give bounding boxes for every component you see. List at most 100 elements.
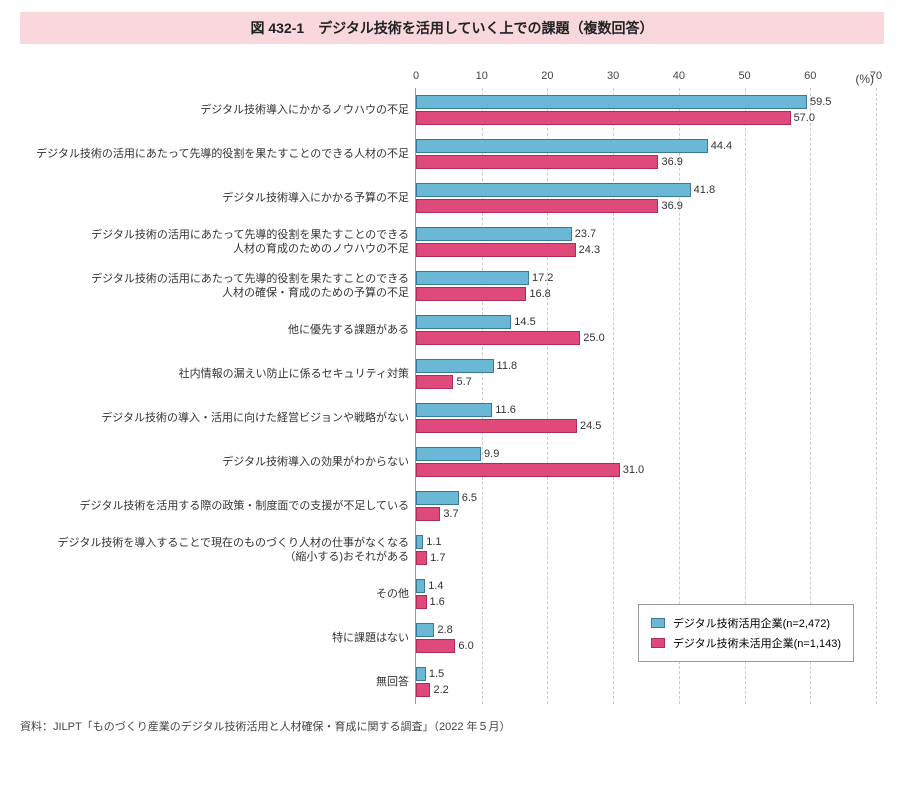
category-label: デジタル技術の活用にあたって先導的役割を果たすことのできる 人材の確保・育成のた… bbox=[20, 264, 415, 308]
category-label: 無回答 bbox=[20, 660, 415, 704]
category-label: 社内情報の漏えい防止に係るセキュリティ対策 bbox=[20, 352, 415, 396]
category-label: デジタル技術導入の効果がわからない bbox=[20, 440, 415, 484]
bar-row: 14.5 25.0 bbox=[416, 308, 884, 352]
bar-nonuser: 36.9 bbox=[416, 199, 658, 213]
bar-nonuser: 57.0 bbox=[416, 111, 791, 125]
category-label: 特に課題はない bbox=[20, 616, 415, 660]
bar-value-label: 6.5 bbox=[458, 492, 477, 504]
bar-value-label: 9.9 bbox=[480, 448, 499, 460]
bar-value-label: 11.6 bbox=[491, 404, 516, 416]
category-label: デジタル技術を導入することで現在のものづくり人材の仕事がなくなる （縮小する)お… bbox=[20, 528, 415, 572]
y-axis-labels: デジタル技術導入にかかるノウハウの不足デジタル技術の活用にあたって先導的役割を果… bbox=[20, 88, 415, 704]
bar-user: 6.5 bbox=[416, 491, 459, 505]
bar-value-label: 5.7 bbox=[452, 376, 471, 388]
bar-user: 23.7 bbox=[416, 227, 572, 241]
bar-row: 59.5 57.0 bbox=[416, 88, 884, 132]
chart: デジタル技術導入にかかるノウハウの不足デジタル技術の活用にあたって先導的役割を果… bbox=[20, 88, 884, 704]
legend-swatch bbox=[651, 618, 665, 628]
bar-value-label: 2.2 bbox=[429, 684, 448, 696]
legend-label: デジタル技術未活用企業(n=1,143) bbox=[673, 635, 841, 651]
category-label: その他 bbox=[20, 572, 415, 616]
bar-value-label: 23.7 bbox=[571, 228, 596, 240]
bar-value-label: 31.0 bbox=[619, 464, 644, 476]
bar-nonuser: 3.7 bbox=[416, 507, 440, 521]
x-tick-label: 30 bbox=[607, 70, 619, 82]
bar-value-label: 1.4 bbox=[424, 580, 443, 592]
x-tick-label: 0 bbox=[413, 70, 419, 82]
category-label: デジタル技術導入にかかるノウハウの不足 bbox=[20, 88, 415, 132]
bar-row: 1.11.7 bbox=[416, 528, 884, 572]
x-tick-label: 50 bbox=[738, 70, 750, 82]
bar-nonuser: 6.0 bbox=[416, 639, 455, 653]
category-label: デジタル技術を活用する際の政策・制度面での支援が不足している bbox=[20, 484, 415, 528]
bar-value-label: 14.5 bbox=[510, 316, 535, 328]
chart-title: 図 432-1 デジタル技術を活用していく上での課題（複数回答） bbox=[20, 12, 884, 44]
category-label: デジタル技術導入にかかる予算の不足 bbox=[20, 176, 415, 220]
bar-value-label: 44.4 bbox=[707, 140, 732, 152]
bar-user: 1.1 bbox=[416, 535, 423, 549]
bar-value-label: 1.1 bbox=[422, 536, 441, 548]
bar-value-label: 1.6 bbox=[426, 596, 445, 608]
x-tick-label: 70 bbox=[870, 70, 882, 82]
bar-value-label: 2.8 bbox=[433, 624, 452, 636]
bar-nonuser: 1.6 bbox=[416, 595, 427, 609]
bar-user: 14.5 bbox=[416, 315, 511, 329]
bar-user: 2.8 bbox=[416, 623, 434, 637]
category-label: 他に優先する課題がある bbox=[20, 308, 415, 352]
bar-row: 17.216.8 bbox=[416, 264, 884, 308]
unit-label: (%) bbox=[20, 72, 884, 86]
bar-user: 17.2 bbox=[416, 271, 529, 285]
bar-value-label: 36.9 bbox=[657, 156, 682, 168]
bar-user: 11.8 bbox=[416, 359, 494, 373]
bar-nonuser: 25.0 bbox=[416, 331, 580, 345]
x-tick-label: 20 bbox=[541, 70, 553, 82]
bar-nonuser: 31.0 bbox=[416, 463, 620, 477]
bar-row: 6.53.7 bbox=[416, 484, 884, 528]
x-tick-label: 10 bbox=[476, 70, 488, 82]
bar-user: 44.4 bbox=[416, 139, 708, 153]
legend: デジタル技術活用企業(n=2,472) デジタル技術未活用企業(n=1,143) bbox=[638, 604, 854, 662]
x-tick-label: 40 bbox=[673, 70, 685, 82]
bar-value-label: 11.8 bbox=[493, 360, 518, 372]
legend-item: デジタル技術活用企業(n=2,472) bbox=[651, 613, 841, 633]
legend-item: デジタル技術未活用企業(n=1,143) bbox=[651, 633, 841, 653]
bar-user: 11.6 bbox=[416, 403, 492, 417]
bar-value-label: 16.8 bbox=[525, 288, 550, 300]
source-note: 資料：JILPT「ものづくり産業のデジタル技術活用と人材確保・育成に関する調査」… bbox=[20, 718, 884, 734]
bar-value-label: 6.0 bbox=[454, 640, 473, 652]
bar-nonuser: 5.7 bbox=[416, 375, 453, 389]
x-tick-label: 60 bbox=[804, 70, 816, 82]
legend-swatch bbox=[651, 638, 665, 648]
bar-value-label: 59.5 bbox=[806, 96, 831, 108]
bar-user: 1.5 bbox=[416, 667, 426, 681]
category-label: デジタル技術の活用にあたって先導的役割を果たすことのできる 人材の育成のためのノ… bbox=[20, 220, 415, 264]
bar-value-label: 1.7 bbox=[426, 552, 445, 564]
bar-nonuser: 2.2 bbox=[416, 683, 430, 697]
bar-row: 23.7 24.3 bbox=[416, 220, 884, 264]
bar-row: 11.8 5.7 bbox=[416, 352, 884, 396]
bar-value-label: 57.0 bbox=[790, 112, 815, 124]
bar-value-label: 25.0 bbox=[579, 332, 604, 344]
bar-value-label: 41.8 bbox=[690, 184, 715, 196]
bar-value-label: 3.7 bbox=[439, 508, 458, 520]
bar-nonuser: 36.9 bbox=[416, 155, 658, 169]
bar-row: 9.9 31.0 bbox=[416, 440, 884, 484]
bar-row: 11.6 24.5 bbox=[416, 396, 884, 440]
bar-user: 59.5 bbox=[416, 95, 807, 109]
bar-value-label: 36.9 bbox=[657, 200, 682, 212]
bar-nonuser: 24.3 bbox=[416, 243, 576, 257]
bar-row: 41.8 36.9 bbox=[416, 176, 884, 220]
category-label: デジタル技術の導入・活用に向けた経営ビジョンや戦略がない bbox=[20, 396, 415, 440]
legend-label: デジタル技術活用企業(n=2,472) bbox=[673, 615, 830, 631]
bar-nonuser: 1.7 bbox=[416, 551, 427, 565]
bar-row: 44.4 36.9 bbox=[416, 132, 884, 176]
category-label: デジタル技術の活用にあたって先導的役割を果たすことのできる人材の不足 bbox=[20, 132, 415, 176]
bar-value-label: 1.5 bbox=[425, 668, 444, 680]
bar-user: 41.8 bbox=[416, 183, 691, 197]
bar-nonuser: 16.8 bbox=[416, 287, 526, 301]
plot-area: 59.557.044.436.941.836.923.724.317.216.8… bbox=[415, 88, 884, 704]
bar-value-label: 24.5 bbox=[576, 420, 601, 432]
bar-nonuser: 24.5 bbox=[416, 419, 577, 433]
bar-row: 1.52.2 bbox=[416, 660, 884, 704]
bar-value-label: 17.2 bbox=[528, 272, 553, 284]
